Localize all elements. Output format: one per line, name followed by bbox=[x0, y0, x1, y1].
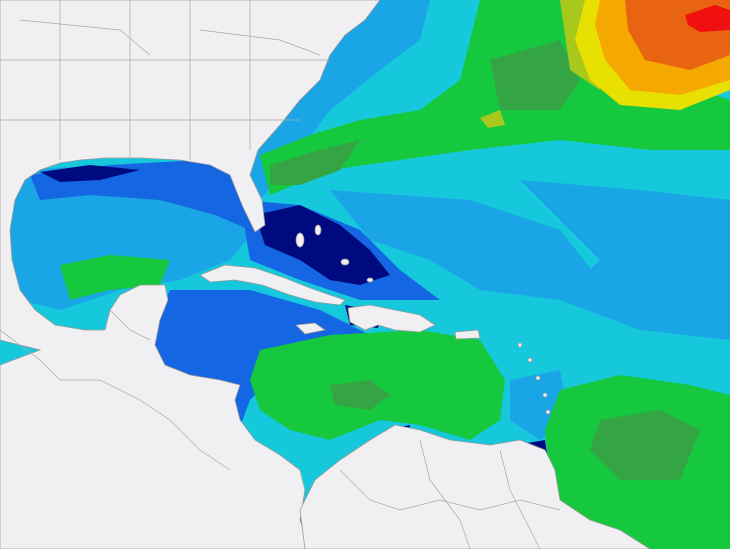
puerto-rico bbox=[454, 329, 481, 340]
dark-green-zones bbox=[270, 40, 700, 480]
political-borders bbox=[0, 0, 561, 549]
hispaniola bbox=[347, 304, 436, 333]
red-zone bbox=[685, 5, 730, 32]
jamaica bbox=[295, 322, 326, 335]
lesser-antilles bbox=[517, 342, 551, 415]
south-america bbox=[299, 424, 651, 549]
cuba bbox=[199, 264, 346, 306]
north-america bbox=[0, 0, 381, 549]
bahamas bbox=[295, 224, 374, 283]
